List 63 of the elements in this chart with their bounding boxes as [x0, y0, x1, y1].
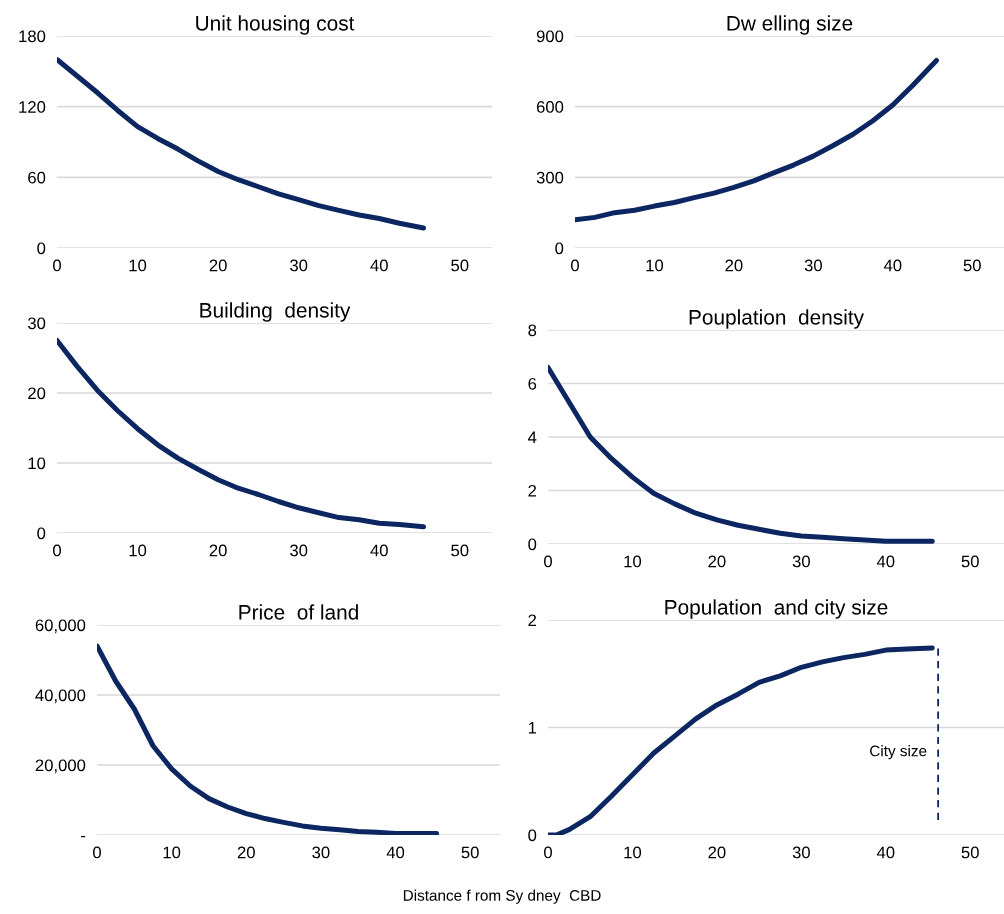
x-tick-label: 20 [708, 846, 726, 859]
y-tick-label: 120 [19, 101, 46, 113]
x-tick-label: 20 [708, 555, 726, 568]
y-tick-label: 6 [528, 377, 537, 390]
x-tick-label: 40 [876, 555, 895, 568]
y-tick-label: 0 [555, 242, 564, 255]
x-tick-label: 30 [312, 846, 330, 859]
y-tick-label: 40,000 [35, 689, 86, 704]
chart-title: Population and city size [665, 599, 888, 619]
chart-title: Pouplation density [689, 309, 864, 329]
x-tick-label: 20 [209, 259, 227, 272]
x-tick-label: 40 [386, 846, 405, 859]
y-tick-label: 30 [27, 317, 46, 330]
x-tick-label: 40 [883, 259, 902, 272]
y-tick-label: 2 [528, 484, 537, 497]
x-tick-label: 50 [961, 555, 979, 568]
y-tick-label: 60,000 [35, 619, 86, 634]
chart-title: Price of land [239, 604, 358, 620]
y-tick-label: 0 [528, 829, 537, 842]
y-tick-label: 8 [528, 324, 537, 337]
x-tick-label: 20 [209, 544, 227, 557]
x-tick-label: 30 [792, 555, 810, 568]
x-tick-label: 20 [237, 846, 255, 859]
x-tick-label: 50 [961, 846, 979, 859]
x-tick-label: 50 [451, 259, 469, 272]
x-tick-label: 50 [451, 544, 469, 557]
x-tick-label: 10 [129, 259, 147, 272]
y-tick-label: 0 [37, 242, 46, 255]
y-tick-label: 180 [19, 30, 46, 43]
y-tick-label: 1 [528, 722, 537, 734]
x-tick-label: 20 [725, 259, 743, 272]
chart-title: Unit housing cost [196, 15, 355, 35]
x-axis-title: Distance f rom Sy dney CBD [403, 889, 601, 904]
y-tick-label: 20,000 [35, 759, 86, 774]
x-tick-label: 0 [571, 259, 579, 272]
x-tick-label: 30 [804, 259, 822, 272]
x-tick-label: 30 [792, 846, 810, 859]
y-tick-label: 0 [37, 527, 46, 540]
x-tick-label: 10 [163, 846, 181, 859]
x-tick-label: 40 [370, 544, 388, 557]
x-tick-label: 40 [370, 259, 388, 272]
y-tick-label: 10 [28, 457, 46, 470]
chart-title: Building density [200, 302, 351, 322]
chart-title: Dw elling size [727, 15, 853, 35]
y-tick-label: 4 [528, 431, 537, 444]
x-tick-label: 10 [624, 555, 642, 568]
x-tick-label: 10 [624, 846, 642, 859]
annotation: City size [870, 745, 927, 760]
x-tick-label: 30 [290, 259, 308, 272]
x-tick-label: 10 [129, 544, 147, 557]
y-tick-label: 300 [536, 171, 564, 184]
x-tick-label: 0 [93, 846, 101, 859]
y-tick-label: 600 [536, 101, 564, 113]
x-tick-label: 50 [461, 846, 479, 859]
x-tick-label: 10 [646, 259, 664, 272]
x-tick-label: 30 [290, 544, 308, 557]
x-tick-label: 50 [963, 259, 981, 272]
y-tick-label: 900 [536, 30, 564, 43]
x-tick-label: 40 [876, 846, 895, 859]
y-tick-label: 2 [528, 614, 537, 627]
y-tick-label: - [81, 835, 86, 838]
y-tick-label: 20 [28, 387, 46, 400]
y-tick-label: 60 [28, 171, 46, 184]
